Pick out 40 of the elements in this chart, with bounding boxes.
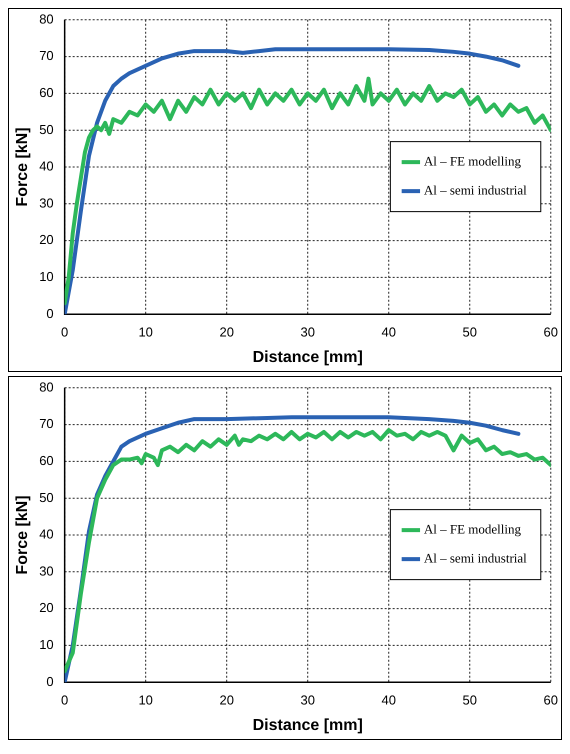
x-tick-label: 60 bbox=[544, 692, 558, 708]
y-tick-label: 20 bbox=[39, 232, 54, 248]
legend-label: Al – FE modelling bbox=[424, 522, 522, 537]
x-tick-label: 40 bbox=[382, 692, 396, 708]
x-tick-label: 20 bbox=[219, 692, 234, 708]
x-tick-label: 50 bbox=[462, 692, 477, 708]
y-tick-label: 0 bbox=[46, 674, 54, 689]
y-tick-label: 30 bbox=[39, 563, 54, 578]
x-axis-title: Distance [mm] bbox=[252, 348, 363, 366]
y-tick-label: 80 bbox=[39, 379, 54, 394]
x-tick-label: 0 bbox=[61, 324, 68, 340]
y-tick-label: 40 bbox=[39, 158, 54, 174]
y-tick-label: 70 bbox=[39, 48, 54, 64]
y-axis-title: Force [kN] bbox=[14, 495, 32, 575]
y-tick-label: 80 bbox=[39, 11, 54, 26]
y-tick-label: 60 bbox=[39, 452, 54, 468]
y-tick-label: 60 bbox=[39, 84, 54, 100]
x-tick-label: 0 bbox=[61, 692, 68, 708]
x-tick-label: 30 bbox=[300, 324, 315, 340]
x-tick-label: 20 bbox=[219, 324, 234, 340]
legend-label: Al – semi industrial bbox=[424, 182, 528, 198]
y-tick-label: 10 bbox=[39, 636, 54, 652]
x-axis-title: Distance [mm] bbox=[252, 716, 363, 734]
x-tick-label: 40 bbox=[382, 324, 396, 340]
x-tick-label: 10 bbox=[138, 324, 153, 340]
y-tick-label: 10 bbox=[39, 268, 54, 284]
y-axis-title: Force [kN] bbox=[14, 127, 32, 207]
y-tick-label: 40 bbox=[39, 526, 54, 542]
x-tick-label: 30 bbox=[300, 692, 315, 708]
y-tick-label: 0 bbox=[46, 306, 54, 321]
y-tick-label: 50 bbox=[39, 490, 54, 505]
y-tick-label: 20 bbox=[39, 600, 54, 616]
y-tick-label: 30 bbox=[39, 195, 54, 210]
x-tick-label: 60 bbox=[544, 324, 558, 340]
x-tick-label: 50 bbox=[462, 324, 477, 340]
x-tick-label: 10 bbox=[138, 692, 153, 708]
legend-label: Al – FE modelling bbox=[424, 154, 522, 169]
y-tick-label: 50 bbox=[39, 122, 54, 137]
legend-label: Al – semi industrial bbox=[424, 550, 528, 566]
y-tick-label: 70 bbox=[39, 416, 54, 432]
